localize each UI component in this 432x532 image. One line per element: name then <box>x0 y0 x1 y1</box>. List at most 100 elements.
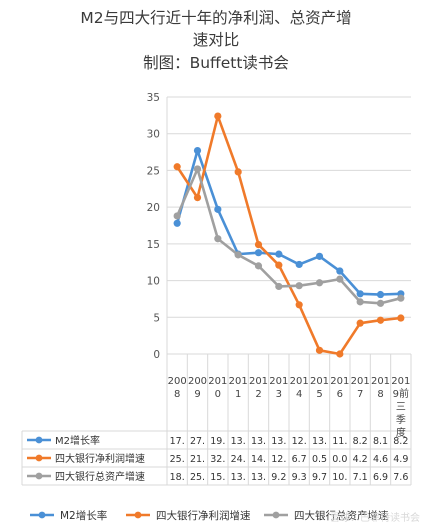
legend-key-marker <box>35 454 43 462</box>
x-tick-label: 7 <box>357 389 363 400</box>
data-point <box>376 290 385 299</box>
x-tick-label: 201 <box>351 376 370 387</box>
x-tick-label: 8 <box>174 389 180 400</box>
data-point <box>214 235 222 243</box>
x-tick-label: 200 <box>188 376 207 387</box>
table-cell: 27. <box>190 436 205 447</box>
x-tick-label: 201 <box>249 376 268 387</box>
x-tick-label: 201 <box>330 376 349 387</box>
legend-key-marker <box>35 472 43 480</box>
table-cell: 13. <box>231 436 246 447</box>
data-point <box>193 193 202 202</box>
y-tick-label: 10 <box>147 276 160 288</box>
y-tick-label: 15 <box>147 239 160 251</box>
table-cell: 13. <box>251 472 266 483</box>
y-tick-label: 25 <box>147 165 160 177</box>
table-cell: 7.6 <box>393 472 408 483</box>
data-point <box>356 290 364 298</box>
data-point <box>376 299 385 307</box>
data-point <box>173 163 181 171</box>
data-point <box>315 346 324 354</box>
x-tick-label: 201 <box>269 376 288 387</box>
data-point <box>295 282 303 290</box>
y-tick-label: 30 <box>147 129 160 141</box>
data-point <box>214 205 222 213</box>
data-point <box>397 314 405 322</box>
data-point <box>254 249 263 257</box>
x-tick-label: 1 <box>235 389 241 400</box>
table-cell: 6.7 <box>292 454 307 465</box>
x-tick-label: 2 <box>255 389 261 400</box>
x-tick-label: 4 <box>296 389 302 400</box>
series-line-2 <box>176 114 401 356</box>
x-tick-label: 201 <box>208 376 227 387</box>
table-cell: 4.6 <box>373 454 388 465</box>
table-cell: 8.2 <box>353 436 368 447</box>
table-cell: 13. <box>231 472 246 483</box>
x-tick-label: 201 <box>290 376 309 387</box>
x-tick-label: 3 <box>276 389 282 400</box>
chart-subtitle: 制图：Buffett读书会 <box>143 54 289 72</box>
table-cell: 25. <box>170 454 185 465</box>
legend-marker <box>134 511 142 519</box>
legend-label: M2增长率 <box>60 509 107 522</box>
table-cell: 9.2 <box>271 472 286 483</box>
table-cell: 32. <box>210 454 225 465</box>
table-cell: 12. <box>271 454 286 465</box>
data-point <box>254 240 263 249</box>
legend-marker <box>272 511 280 519</box>
x-tick-label: 9 <box>194 389 200 400</box>
table-cell: 4.9 <box>393 454 408 465</box>
x-tick-label: 200 <box>168 376 187 387</box>
table-cell: 15. <box>210 472 225 483</box>
table-cell: 0.0 <box>332 454 347 465</box>
data-point <box>173 219 181 227</box>
legend-key-marker <box>35 436 43 444</box>
x-tick-label: 5 <box>316 389 322 400</box>
x-tick-label: 9前 <box>393 387 409 400</box>
data-point <box>275 282 283 291</box>
y-tick-label: 20 <box>147 202 160 214</box>
y-tick-label: 35 <box>147 92 160 104</box>
data-point <box>193 165 202 173</box>
data-point <box>193 147 202 155</box>
y-tick-label: 0 <box>153 349 160 361</box>
table-cell: 13. <box>312 436 327 447</box>
data-point <box>254 262 263 270</box>
x-tick-label: 201 <box>310 376 329 387</box>
table-cell: 13. <box>271 436 286 447</box>
data-point <box>397 294 405 302</box>
table-cell: 10. <box>332 472 347 483</box>
legend-marker <box>38 511 46 519</box>
x-tick-label: 度 <box>396 426 406 439</box>
table-cell: 18. <box>170 472 185 483</box>
data-point <box>275 250 283 258</box>
data-point <box>376 316 385 324</box>
table-row-label: 四大银行总资产增速 <box>55 470 145 483</box>
data-point <box>315 252 324 260</box>
data-point <box>336 275 344 283</box>
table-cell: 9.7 <box>312 472 327 483</box>
chart-title-line-2: 速对比 <box>192 31 240 49</box>
data-point <box>336 267 344 275</box>
data-point <box>173 212 181 220</box>
table-row-label: M2增长率 <box>55 434 100 447</box>
data-point <box>234 168 242 176</box>
chart-title: M2与四大行近十年的净利润、总资产增 <box>80 9 352 27</box>
legend-label: 四大银行净利润增速 <box>156 509 251 522</box>
table-cell: 17. <box>170 436 185 447</box>
x-tick-label: 6 <box>337 389 343 400</box>
data-point <box>295 301 303 309</box>
x-tick-label: 8 <box>377 389 383 400</box>
table-cell: 24. <box>231 454 246 465</box>
data-point <box>356 298 364 306</box>
legend-label: 四大银行总资产增速 <box>294 509 389 522</box>
x-tick-label: 201 <box>391 376 410 387</box>
x-tick-label: 季 <box>396 414 406 426</box>
table-cell: 6.9 <box>373 472 388 483</box>
table-cell: 8.2 <box>393 436 408 447</box>
table-cell: 4.2 <box>353 454 368 465</box>
table-cell: 8.1 <box>373 436 388 447</box>
